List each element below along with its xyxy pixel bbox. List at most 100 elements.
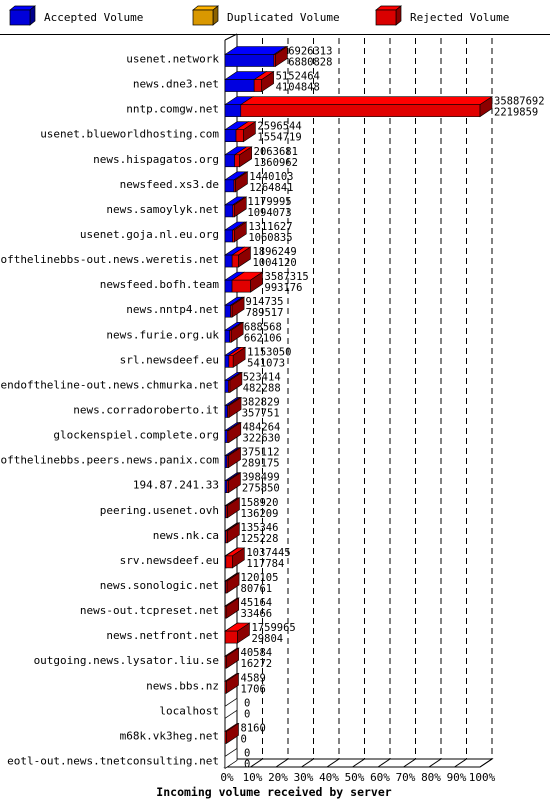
total-volume-label: 40584 xyxy=(241,647,273,659)
bar-segment-rejected-volume xyxy=(224,622,251,644)
server-label: m68k.vk3heg.net xyxy=(120,729,219,742)
grid-floor-line xyxy=(428,758,442,768)
bar-front xyxy=(225,555,233,569)
x-tick-label: 10% xyxy=(243,771,263,784)
axis-top-edge xyxy=(224,33,238,41)
bar-side xyxy=(237,622,250,644)
accepted-volume-label: 1360962 xyxy=(254,157,298,169)
bar-segment-rejected-volume xyxy=(224,597,240,619)
bar-front xyxy=(224,179,235,193)
server-label: endofthelinebbs.peers.news.panix.com xyxy=(0,454,219,467)
legend: Accepted Volume Duplicated Volume Rejected… xyxy=(9,5,509,26)
bar-side xyxy=(227,522,240,544)
bar-side xyxy=(228,421,242,444)
bar-front xyxy=(224,430,228,443)
bar-segment-rejected-volume xyxy=(231,221,248,243)
accepted-volume-label: 993176 xyxy=(265,282,303,294)
total-volume-label: 3587315 xyxy=(265,271,309,283)
accepted-volume-label: 357751 xyxy=(242,407,280,419)
bar-front xyxy=(224,104,242,117)
total-volume-label: 382829 xyxy=(242,396,280,408)
bar-front xyxy=(224,380,229,393)
bar-segment-rejected-volume xyxy=(224,547,246,569)
x-tick-label: 90% xyxy=(447,771,467,784)
accepted-volume-label: 0 xyxy=(241,733,247,745)
accepted-volume-label: 29804 xyxy=(251,633,283,645)
accepted-volume-label: 4104848 xyxy=(276,82,320,94)
bar-side xyxy=(226,647,239,669)
total-volume-label: 1896249 xyxy=(252,246,296,258)
legend-label: Rejected Volume xyxy=(410,11,509,24)
bar-segment-rejected-volume xyxy=(253,71,275,93)
grid-floor-line xyxy=(275,758,289,768)
server-label: news-out.tcpreset.net xyxy=(80,604,219,617)
accepted-volume-label: 322630 xyxy=(242,433,280,445)
bar-front xyxy=(234,154,240,168)
bar-segment-rejected-volume xyxy=(226,396,243,419)
bar-front xyxy=(224,355,230,368)
x-tick-label: 30% xyxy=(294,771,314,784)
bar-side xyxy=(228,447,241,469)
total-volume-label: 914735 xyxy=(246,296,284,308)
accepted-volume-label: 0 xyxy=(244,758,250,770)
bar-side xyxy=(230,321,244,343)
total-volume-label: 375112 xyxy=(242,447,280,459)
server-label: usenet.network xyxy=(126,53,219,66)
total-volume-label: 0 xyxy=(244,697,250,709)
accepted-volume-label: 541073 xyxy=(247,357,285,369)
bar-front xyxy=(224,455,228,468)
total-volume-label: 2596544 xyxy=(257,121,301,133)
bar-side xyxy=(226,672,239,694)
bar-front xyxy=(224,204,234,218)
bar-segment-rejected-volume xyxy=(233,146,253,168)
accepted-volume-label: 16272 xyxy=(241,658,273,670)
bar-segment-accepted-volume xyxy=(224,71,268,92)
bar-side xyxy=(261,71,274,93)
grid-floor-line xyxy=(250,758,263,768)
grid-floor-line xyxy=(479,758,493,768)
bar-side xyxy=(238,246,251,268)
total-volume-label: 398499 xyxy=(242,472,280,484)
bar-segment-rejected-volume xyxy=(227,346,247,368)
accepted-volume-label: 80761 xyxy=(241,583,273,595)
accepted-volume-label: 1060835 xyxy=(248,232,292,244)
bar-side xyxy=(227,497,240,519)
server-label: news.bbs.nz xyxy=(146,679,219,692)
bar-segment-rejected-volume xyxy=(224,672,240,694)
accepted-volume-label: 6880828 xyxy=(288,57,332,69)
total-volume-label: 35887692 xyxy=(494,96,545,108)
legend-label: Accepted Volume xyxy=(44,11,143,24)
accepted-volume-label: 1004120 xyxy=(252,257,296,269)
bar-side xyxy=(229,371,243,393)
bar-segment-rejected-volume xyxy=(226,421,242,444)
bar-side xyxy=(250,271,263,293)
bar-segment-rejected-volume xyxy=(224,522,241,544)
legend-swatch xyxy=(9,9,31,26)
server-label: news.furie.org.uk xyxy=(106,328,219,341)
total-volume-label: 1179995 xyxy=(247,196,291,208)
bar-side xyxy=(233,196,247,218)
bar-front xyxy=(224,304,231,318)
legend-swatch xyxy=(192,9,214,26)
server-label: news.corradoroberto.it xyxy=(73,403,219,416)
server-label: 194.87.241.33 xyxy=(133,479,219,492)
bar-side xyxy=(239,146,252,168)
bar-empty xyxy=(224,747,238,770)
bar-side xyxy=(235,171,248,193)
bar-segment-rejected-volume xyxy=(224,572,241,594)
total-volume-label: 1153050 xyxy=(247,346,291,358)
total-volume-label: 688568 xyxy=(244,321,282,333)
bar-front xyxy=(224,129,237,143)
server-label: srl.newsdeef.eu xyxy=(120,353,219,366)
bar-segment-rejected-volume xyxy=(224,647,240,669)
x-tick-label: 40% xyxy=(319,771,339,784)
bar-segment-rejected-volume xyxy=(225,472,242,494)
bar-side xyxy=(226,722,239,744)
bar-front xyxy=(228,355,234,368)
bar-side xyxy=(226,572,240,594)
x-tick-label: 100% xyxy=(469,771,496,784)
x-tick-label: 20% xyxy=(268,771,288,784)
bar-empty xyxy=(224,697,238,719)
bar-side xyxy=(275,45,288,68)
